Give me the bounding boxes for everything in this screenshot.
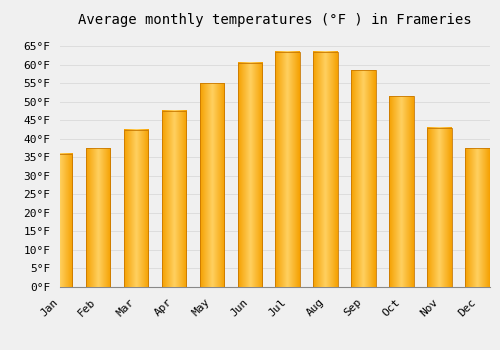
Bar (428, 128, 452, 287)
Bar (162, 111, 186, 287)
Bar (124, 130, 148, 287)
Bar (390, 96, 414, 287)
Bar (352, 70, 376, 287)
Bar (466, 148, 490, 287)
Title: Average monthly temperatures (°F ) in Frameries: Average monthly temperatures (°F ) in Fr… (78, 13, 472, 27)
Bar (276, 52, 300, 287)
Bar (86, 148, 110, 287)
Bar (238, 63, 262, 287)
Bar (48, 154, 72, 287)
Bar (314, 52, 338, 287)
Bar (200, 83, 224, 287)
